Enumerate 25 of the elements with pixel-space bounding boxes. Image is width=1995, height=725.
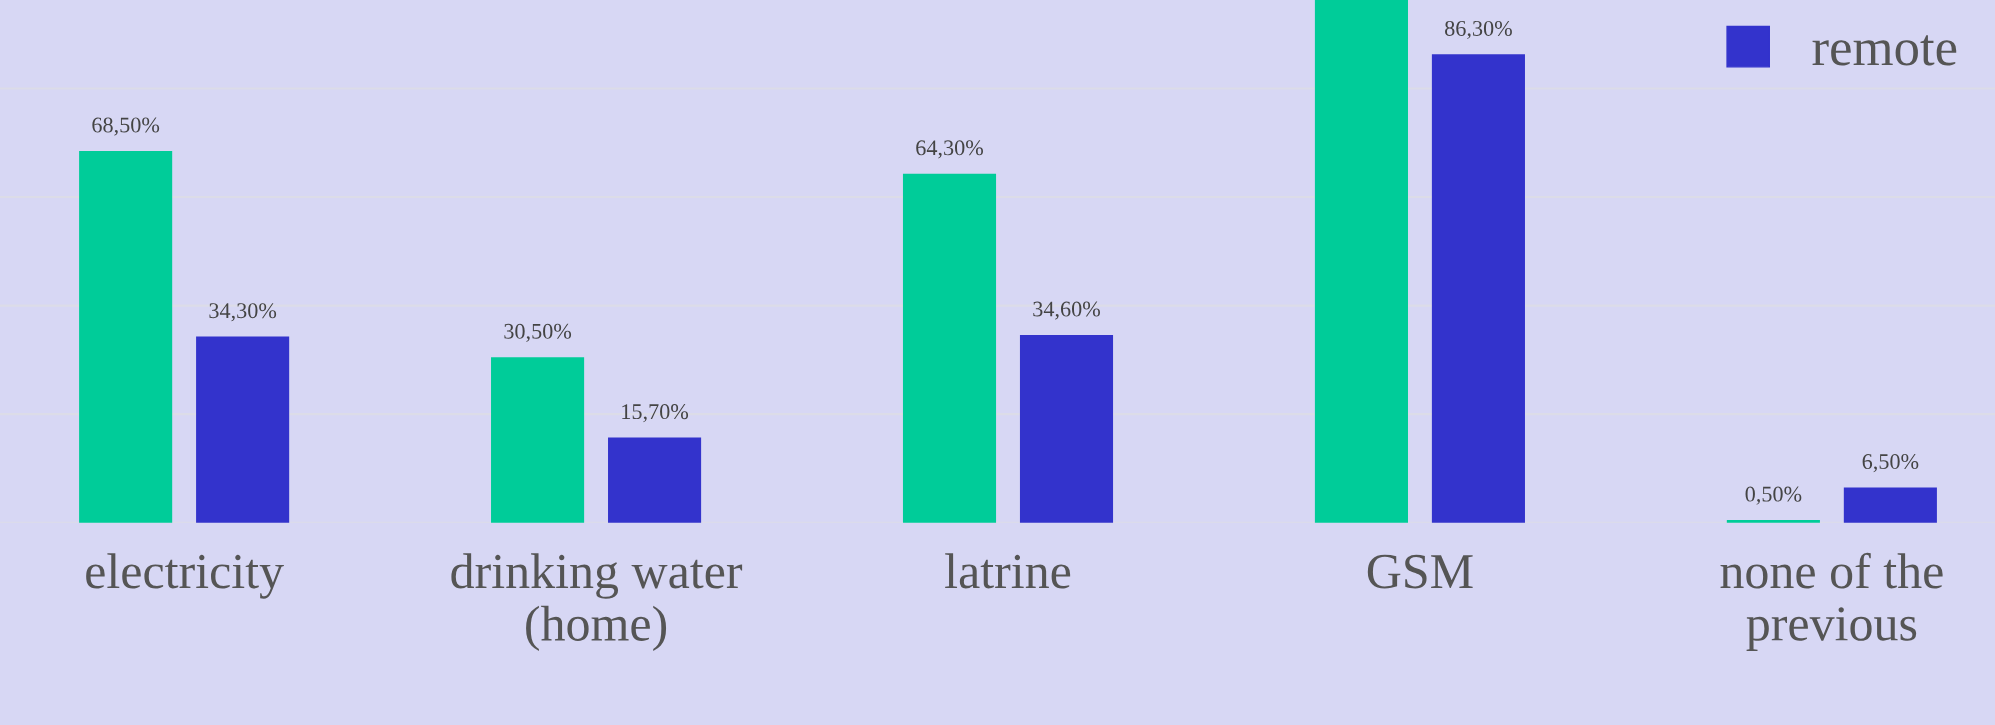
bar xyxy=(1314,0,1408,523)
bar xyxy=(79,150,173,523)
bar xyxy=(608,437,702,523)
legend-label: remote xyxy=(1812,35,1957,66)
bar xyxy=(1843,487,1937,523)
bar xyxy=(902,173,997,523)
x-tick-label: none of the previous xyxy=(1720,552,1943,651)
bar xyxy=(491,357,585,523)
data-label: 15,70% xyxy=(622,404,689,423)
x-tick-label: latrine xyxy=(945,553,1071,589)
x-tick-label: drinking water (home) xyxy=(451,553,743,652)
data-label: 30,50% xyxy=(504,323,572,342)
data-label: 64,30% xyxy=(916,140,984,159)
bar xyxy=(1019,334,1114,523)
data-label: 86,30% xyxy=(1445,20,1512,40)
data-label: 0,50% xyxy=(1745,486,1802,505)
data-label: 34,30% xyxy=(209,303,277,322)
bar xyxy=(1431,54,1525,523)
data-label: 68,50% xyxy=(92,117,160,136)
x-tick-label: electricity xyxy=(86,553,284,599)
bar xyxy=(1726,520,1820,523)
x-tick-label: GSM xyxy=(1367,554,1473,589)
data-label: 6,50% xyxy=(1862,454,1919,473)
bar xyxy=(196,336,290,523)
data-label: 34,60% xyxy=(1033,301,1100,320)
